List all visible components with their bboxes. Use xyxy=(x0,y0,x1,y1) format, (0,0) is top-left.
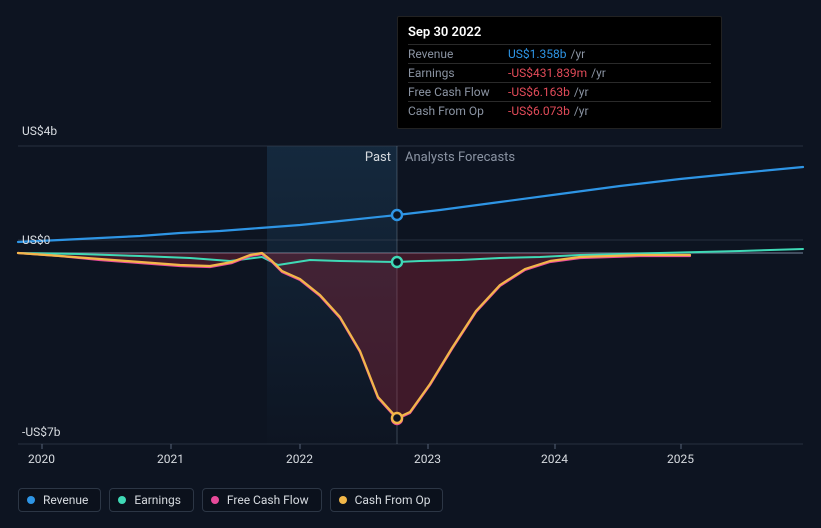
x-axis-label: 2021 xyxy=(157,452,184,466)
legend-swatch xyxy=(339,496,347,504)
legend-item-revenue[interactable]: Revenue xyxy=(18,488,101,512)
legend-label: Free Cash Flow xyxy=(227,493,309,507)
tooltip-row-suffix: /yr xyxy=(574,104,589,118)
x-axis-label: 2025 xyxy=(667,452,694,466)
tooltip-row-label: Cash From Op xyxy=(408,104,508,118)
legend-swatch xyxy=(118,496,126,504)
financials-chart: US$4b US$0 -US$7b 2020 2021 2022 2023 20… xyxy=(0,0,821,524)
legend-item-cash_from_op[interactable]: Cash From Op xyxy=(330,488,444,512)
tooltip-row-value: -US$6.073b xyxy=(508,104,570,118)
tooltip-row: Earnings-US$431.839m/yr xyxy=(408,63,711,82)
tooltip-row-value: US$1.358b xyxy=(508,47,567,61)
y-axis-label: US$4b xyxy=(22,124,57,138)
legend-label: Earnings xyxy=(134,493,181,507)
tooltip-row-label: Free Cash Flow xyxy=(408,85,508,99)
tooltip-title: Sep 30 2022 xyxy=(408,25,711,44)
tooltip-row-suffix: /yr xyxy=(574,85,589,99)
legend-item-free_cash_flow[interactable]: Free Cash Flow xyxy=(202,488,322,512)
x-axis-label: 2023 xyxy=(414,452,441,466)
legend-label: Revenue xyxy=(43,493,88,507)
tooltip-row: Cash From Op-US$6.073b/yr xyxy=(408,101,711,120)
y-axis-label: US$0 xyxy=(22,233,50,247)
legend-item-earnings[interactable]: Earnings xyxy=(109,488,194,512)
tooltip-row-suffix: /yr xyxy=(591,66,606,80)
tooltip-row-suffix: /yr xyxy=(571,47,586,61)
chart-tooltip: Sep 30 2022 RevenueUS$1.358b/yrEarnings-… xyxy=(397,16,722,129)
legend-swatch xyxy=(27,496,35,504)
tooltip-row-label: Revenue xyxy=(408,47,508,61)
x-axis-label: 2022 xyxy=(286,452,313,466)
y-axis-label: -US$7b xyxy=(22,425,60,439)
tooltip-row-value: -US$6.163b xyxy=(508,85,570,99)
tooltip-row-value: -US$431.839m xyxy=(508,66,587,80)
x-axis-label: 2024 xyxy=(541,452,568,466)
x-axis-label: 2020 xyxy=(28,452,55,466)
past-label: Past xyxy=(357,150,391,165)
legend-label: Cash From Op xyxy=(355,493,431,507)
legend: Revenue Earnings Free Cash Flow Cash From O… xyxy=(18,488,443,512)
tooltip-row-label: Earnings xyxy=(408,66,508,80)
tooltip-row: Free Cash Flow-US$6.163b/yr xyxy=(408,82,711,101)
forecast-label: Analysts Forecasts xyxy=(405,150,515,165)
tooltip-row: RevenueUS$1.358b/yr xyxy=(408,44,711,63)
legend-swatch xyxy=(211,496,219,504)
